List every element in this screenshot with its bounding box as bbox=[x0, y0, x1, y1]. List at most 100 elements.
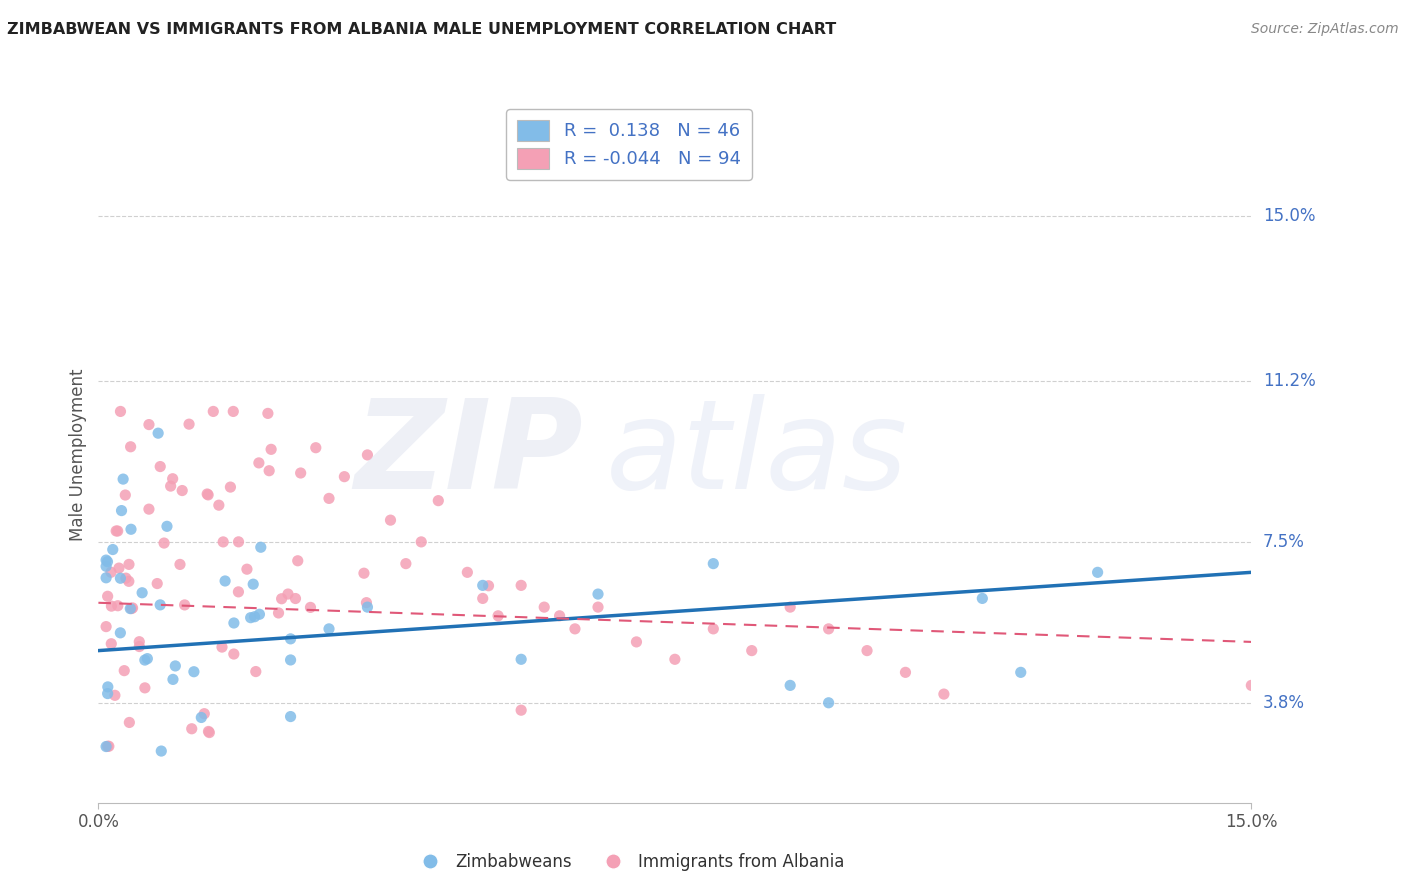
Point bbox=[318, 622, 340, 636]
Point bbox=[105, 524, 128, 538]
Point bbox=[136, 651, 159, 665]
Point bbox=[222, 404, 245, 418]
Point bbox=[456, 566, 478, 580]
Point bbox=[280, 653, 302, 667]
Point bbox=[356, 596, 378, 610]
Point bbox=[477, 579, 499, 593]
Point bbox=[817, 696, 839, 710]
Point bbox=[380, 513, 402, 527]
Point bbox=[169, 558, 191, 572]
Point bbox=[510, 578, 533, 592]
Point bbox=[101, 542, 124, 557]
Point bbox=[162, 472, 184, 486]
Point bbox=[149, 459, 172, 474]
Point bbox=[198, 725, 221, 739]
Point bbox=[257, 406, 280, 420]
Point bbox=[115, 571, 138, 585]
Text: 11.2%: 11.2% bbox=[1263, 372, 1316, 390]
Point bbox=[153, 536, 176, 550]
Point bbox=[239, 610, 262, 624]
Point bbox=[104, 689, 127, 703]
Point bbox=[1010, 665, 1032, 680]
Point bbox=[110, 625, 132, 640]
Point bbox=[172, 483, 194, 498]
Point bbox=[173, 598, 195, 612]
Point bbox=[107, 599, 129, 613]
Point bbox=[97, 739, 120, 754]
Point bbox=[533, 600, 555, 615]
Point bbox=[932, 687, 955, 701]
Point bbox=[219, 480, 242, 494]
Point bbox=[149, 598, 172, 612]
Point bbox=[202, 404, 225, 418]
Point bbox=[138, 417, 160, 432]
Point bbox=[138, 502, 160, 516]
Point bbox=[94, 559, 117, 574]
Point bbox=[165, 659, 187, 673]
Point bbox=[395, 557, 418, 571]
Point bbox=[211, 640, 233, 654]
Point bbox=[118, 574, 141, 589]
Point bbox=[110, 571, 132, 585]
Point bbox=[411, 534, 433, 549]
Point bbox=[318, 491, 340, 506]
Point bbox=[120, 601, 142, 615]
Point bbox=[664, 652, 686, 666]
Point bbox=[97, 739, 120, 754]
Point bbox=[134, 653, 156, 667]
Point bbox=[114, 488, 136, 502]
Point bbox=[100, 637, 122, 651]
Point bbox=[564, 622, 586, 636]
Point bbox=[180, 722, 202, 736]
Point bbox=[197, 724, 219, 739]
Point bbox=[236, 562, 259, 576]
Point bbox=[146, 426, 169, 441]
Point bbox=[260, 442, 283, 457]
Point bbox=[118, 715, 141, 730]
Point bbox=[510, 703, 533, 717]
Point bbox=[118, 558, 141, 572]
Point bbox=[249, 607, 271, 622]
Point bbox=[222, 647, 245, 661]
Point bbox=[96, 555, 118, 569]
Point bbox=[212, 535, 235, 549]
Point bbox=[94, 739, 117, 754]
Point bbox=[222, 615, 245, 630]
Point bbox=[134, 681, 156, 695]
Point bbox=[486, 608, 509, 623]
Text: 15.0%: 15.0% bbox=[1263, 207, 1316, 225]
Point bbox=[94, 619, 117, 633]
Point bbox=[702, 622, 724, 636]
Text: atlas: atlas bbox=[606, 394, 908, 516]
Point bbox=[162, 673, 184, 687]
Point bbox=[112, 664, 135, 678]
Point bbox=[112, 472, 135, 486]
Point bbox=[280, 709, 302, 723]
Point bbox=[267, 606, 290, 620]
Point bbox=[471, 591, 494, 606]
Point bbox=[100, 566, 122, 580]
Legend: Zimbabweans, Immigrants from Albania: Zimbabweans, Immigrants from Albania bbox=[406, 847, 851, 878]
Point bbox=[586, 587, 609, 601]
Point bbox=[510, 652, 533, 666]
Point bbox=[257, 464, 280, 478]
Point bbox=[146, 576, 169, 591]
Point bbox=[197, 488, 219, 502]
Point bbox=[243, 609, 266, 624]
Point bbox=[190, 710, 212, 724]
Point bbox=[128, 634, 150, 648]
Point bbox=[121, 601, 143, 615]
Point bbox=[894, 665, 917, 680]
Point bbox=[94, 571, 117, 585]
Point bbox=[193, 706, 215, 721]
Point bbox=[287, 554, 309, 568]
Point bbox=[110, 503, 132, 517]
Point bbox=[97, 589, 120, 603]
Point bbox=[427, 493, 450, 508]
Point bbox=[548, 608, 571, 623]
Point bbox=[120, 440, 142, 454]
Point bbox=[120, 601, 142, 615]
Text: 3.8%: 3.8% bbox=[1263, 694, 1305, 712]
Point bbox=[97, 687, 120, 701]
Point bbox=[779, 678, 801, 692]
